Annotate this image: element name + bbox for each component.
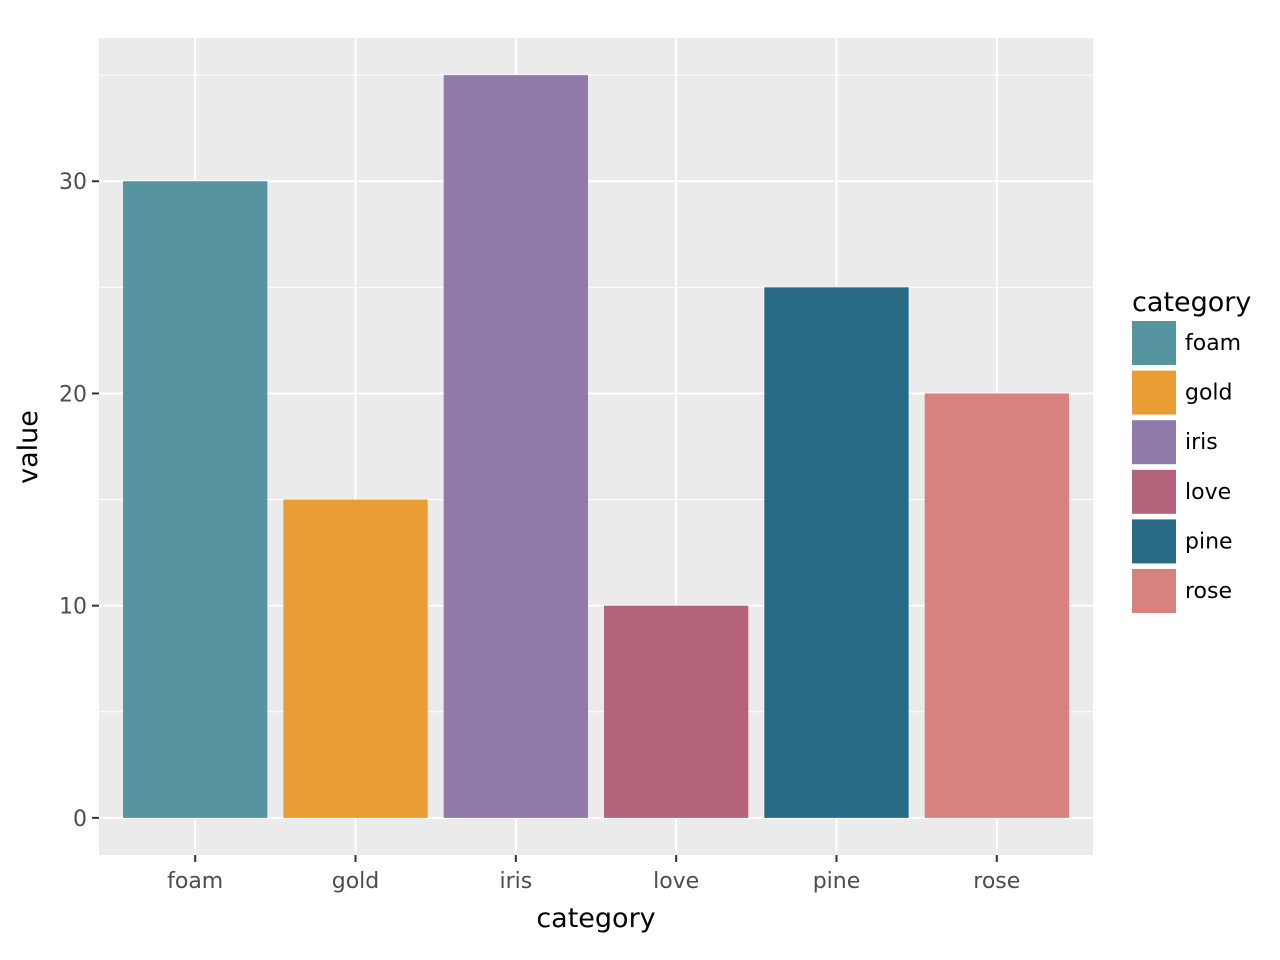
y-tick-label: 0 xyxy=(73,807,87,832)
x-tick-label: pine xyxy=(813,869,861,894)
legend-label-foam: foam xyxy=(1185,331,1241,356)
x-tick-label: love xyxy=(653,869,699,894)
legend: category foam gold iris love pine rose xyxy=(1132,287,1251,613)
bar-iris xyxy=(443,75,588,818)
x-tick-label: foam xyxy=(167,869,223,894)
x-tick-label: iris xyxy=(499,869,532,894)
legend-label-gold: gold xyxy=(1185,381,1233,406)
legend-label-iris: iris xyxy=(1185,430,1218,455)
legend-label-love: love xyxy=(1185,480,1231,505)
legend-swatch-rose xyxy=(1132,569,1176,613)
bar-rose xyxy=(924,393,1069,818)
x-axis-title: category xyxy=(536,903,655,934)
x-tick-label: rose xyxy=(973,869,1020,894)
legend-label-rose: rose xyxy=(1185,579,1232,604)
legend-swatch-pine xyxy=(1132,519,1176,564)
y-tick-label: 30 xyxy=(59,170,87,195)
bar-foam xyxy=(123,181,268,818)
bar-pine xyxy=(764,287,909,818)
bars xyxy=(123,75,1069,818)
legend-swatch-love xyxy=(1132,469,1176,514)
y-tick-label: 10 xyxy=(59,595,87,620)
x-tick-label: gold xyxy=(332,869,380,894)
y-tick-label: 20 xyxy=(59,382,87,407)
bar-love xyxy=(604,605,749,818)
legend-swatch-iris xyxy=(1132,420,1176,465)
x-axis: foam gold iris love pine rose xyxy=(167,855,1020,894)
legend-label-pine: pine xyxy=(1185,529,1233,554)
bar-gold xyxy=(283,499,428,818)
legend-swatch-foam xyxy=(1132,321,1176,365)
legend-entries: foam gold iris love pine rose xyxy=(1132,321,1241,613)
y-axis: 0 10 20 30 xyxy=(59,170,99,832)
legend-swatch-gold xyxy=(1132,370,1176,415)
y-axis-title: value xyxy=(13,410,44,484)
legend-title: category xyxy=(1132,287,1251,318)
